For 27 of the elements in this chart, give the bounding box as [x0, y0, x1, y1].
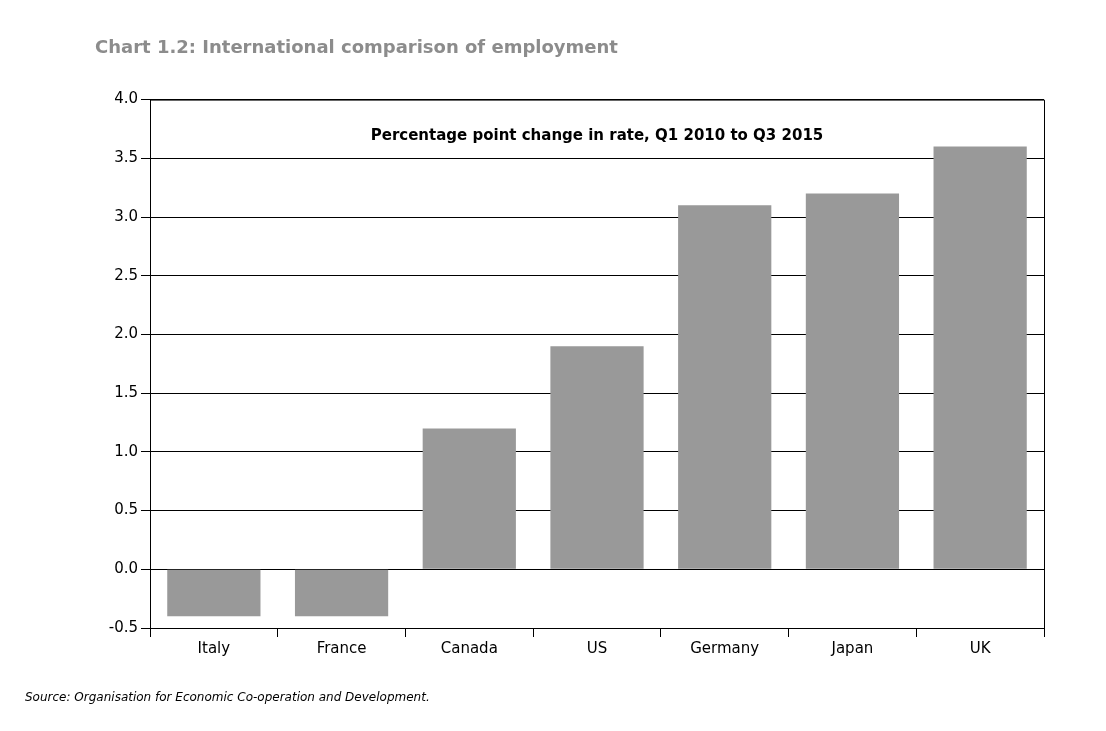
y-tick-label: 3.0	[114, 206, 138, 225]
bar	[422, 428, 516, 569]
y-tick-label: 0.0	[114, 559, 138, 578]
y-tick-label: 2.0	[114, 324, 138, 343]
chart-title: Chart 1.2: International comparison of employment	[95, 36, 619, 58]
source-note: Source: Organisation for Economic Co-operation and Development.	[25, 690, 430, 705]
x-tick-label: Japan	[830, 638, 874, 657]
x-tick-label: Canada	[440, 638, 498, 657]
x-tick-label: France	[316, 638, 367, 657]
y-tick-label: 3.5	[114, 148, 138, 167]
bar	[294, 569, 389, 617]
bar	[933, 146, 1027, 569]
text: Percentage point change in rate, Q1 2010 to Q3 2015	[370, 126, 824, 145]
bar	[167, 569, 261, 617]
bar	[805, 193, 900, 569]
y-tick-label: 2.5	[114, 265, 138, 284]
x-tick-label: Italy	[197, 638, 231, 657]
y-tick-label: -0.5	[108, 617, 138, 636]
bar	[550, 346, 644, 569]
y-tick-label: 0.5	[114, 500, 138, 519]
x-tick-label: Germany	[690, 638, 760, 657]
bar	[678, 205, 772, 569]
y-tick-label: 1.5	[114, 383, 138, 402]
y-tick-label: 4.0	[114, 89, 138, 108]
x-tick-label: US	[586, 638, 608, 657]
x-tick-label: UK	[969, 638, 992, 657]
y-tick-label: 1.0	[114, 441, 138, 460]
